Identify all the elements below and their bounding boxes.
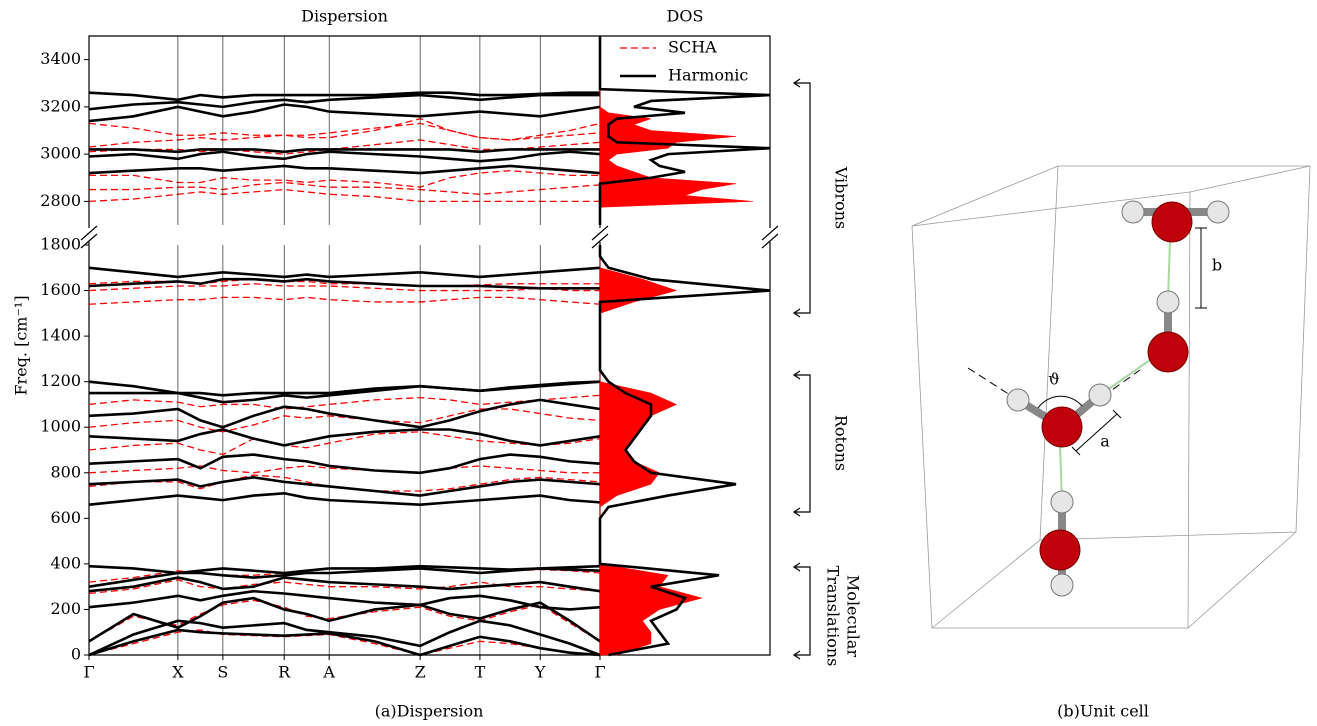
dispersion-band <box>88 579 601 595</box>
dispersion-band <box>88 599 601 642</box>
y-tick-label: 800 <box>50 462 81 481</box>
distance-label: b <box>1212 256 1222 275</box>
dispersion-band <box>88 122 601 141</box>
x-tick-label: A <box>322 663 335 682</box>
dispersion-band <box>89 170 600 188</box>
dos-line <box>598 245 771 657</box>
dispersion-band <box>88 408 601 433</box>
frames <box>80 35 779 656</box>
y-tick-label: 1000 <box>40 417 81 436</box>
dispersion-band <box>88 431 601 456</box>
x-tick-label: T <box>475 663 486 682</box>
x-tick-label: R <box>278 663 291 682</box>
dispersion-band <box>88 476 601 497</box>
y-axis-label: Freq. [cm⁻¹] <box>12 295 31 395</box>
dispersion-band <box>88 380 601 397</box>
y-tick-label: 1600 <box>40 280 81 299</box>
bond-label: a <box>1100 432 1110 451</box>
y-tick-label: 1800 <box>40 235 81 254</box>
legend-label: SCHA <box>668 38 717 57</box>
y-tick-label: 400 <box>50 553 81 572</box>
dispersion-band <box>88 428 601 447</box>
dispersion-band <box>88 296 601 305</box>
x-tick-label: S <box>217 663 228 682</box>
dispersion-band <box>88 277 600 290</box>
axis-break <box>80 225 779 249</box>
x-tick-label: Γ <box>594 663 605 682</box>
dispersion-band <box>88 398 601 429</box>
dispersion-band <box>88 576 601 593</box>
dispersion-band <box>88 164 601 175</box>
x-tick-label: Γ <box>83 663 94 682</box>
dos-area <box>599 36 754 225</box>
dispersion-band <box>88 266 601 279</box>
x-tick-label: Z <box>415 663 426 682</box>
dispersion-band <box>88 465 600 474</box>
dispersion-band <box>88 118 601 148</box>
region-brackets <box>792 78 811 660</box>
y-tick-label: 2800 <box>40 191 81 210</box>
y-tick-label: 1400 <box>40 326 81 345</box>
angle-label: ϑ <box>1048 370 1059 389</box>
dispersion-band <box>88 188 600 203</box>
annotation: Rotons <box>832 415 851 471</box>
dos-area <box>599 245 703 656</box>
dispersion-band <box>88 596 601 643</box>
chart-title: Dispersion <box>301 7 388 26</box>
dispersion-band <box>88 491 601 506</box>
dispersion-band <box>88 150 601 163</box>
y-tick-label: 200 <box>50 599 81 618</box>
caption: (a)Dispersion <box>375 702 484 721</box>
chart-title: DOS <box>667 7 704 26</box>
y-tick-label: 3400 <box>40 49 81 68</box>
dispersion-band <box>88 589 601 611</box>
caption: (b)Unit cell <box>1057 702 1149 721</box>
y-tick-label: 3200 <box>40 96 81 115</box>
annotation: Translations <box>824 566 843 667</box>
y-tick-label: 1200 <box>40 371 81 390</box>
dispersion-band <box>88 283 600 292</box>
dispersion-band <box>88 619 601 657</box>
annotation: Molecular <box>844 575 863 658</box>
x-tick-label: Y <box>534 663 546 682</box>
y-tick-label: 0 <box>71 645 81 664</box>
y-tick-label: 600 <box>50 508 81 527</box>
x-tick-label: X <box>172 663 184 682</box>
legend-label: Harmonic <box>668 66 748 85</box>
unit-cell: ϑ a b <box>911 165 1311 629</box>
dispersion-band <box>88 453 601 475</box>
y-tick-label: 3000 <box>40 144 81 163</box>
dispersion-band <box>88 394 601 410</box>
dos-line <box>598 36 771 225</box>
dispersion-band <box>88 103 601 123</box>
annotation: Vibrons <box>832 166 851 229</box>
dispersion-band <box>89 181 601 195</box>
dispersion-band <box>88 564 601 575</box>
